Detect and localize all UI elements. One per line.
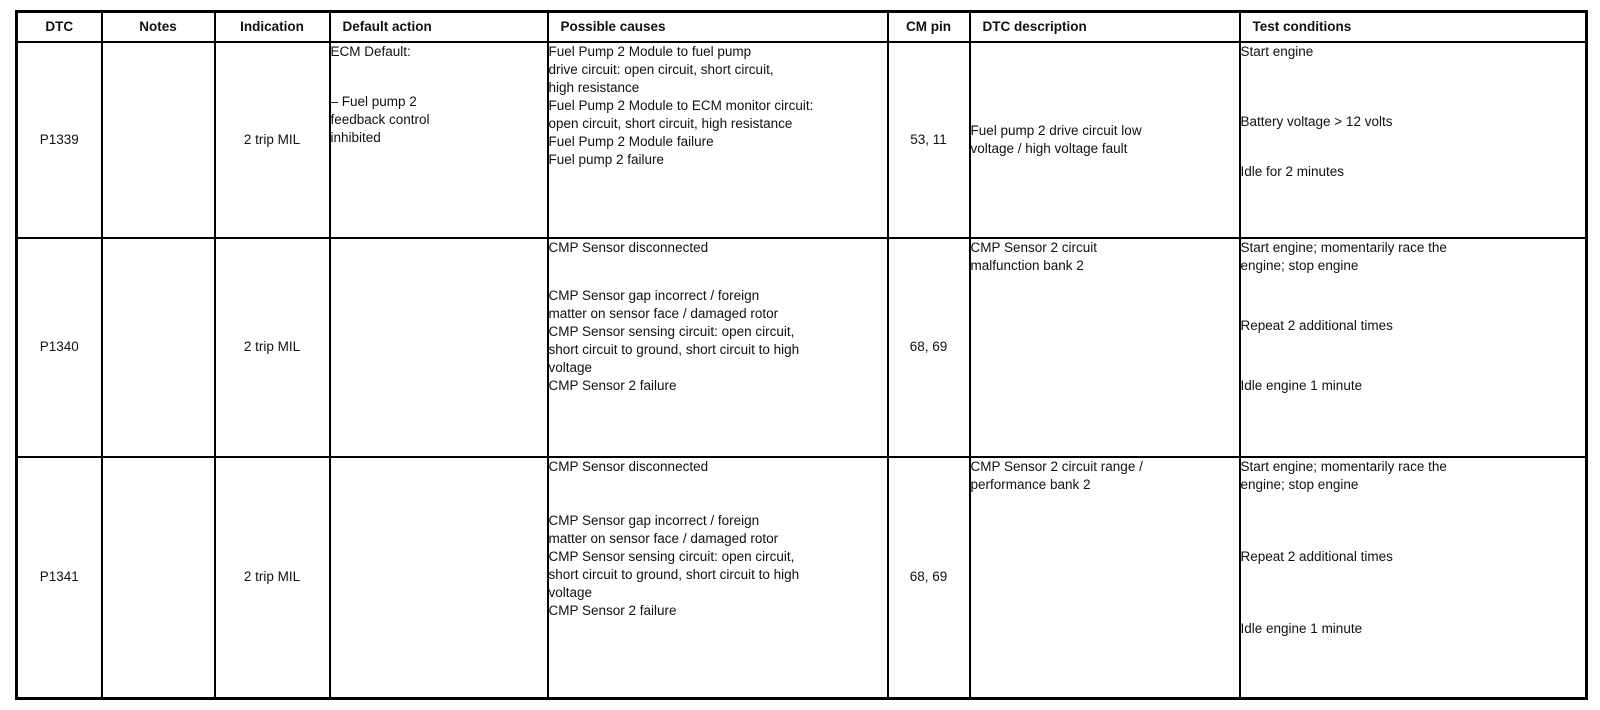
possible-cause: CMP Sensor 2 failure <box>548 602 677 618</box>
test-condition: Idle for 2 minutes <box>1240 163 1345 179</box>
dtc-description-text: CMP Sensor 2 circuit range / performance… <box>970 458 1143 492</box>
cell-notes <box>100 40 216 239</box>
cell-test-conditions: Start engine; momentarily race the engin… <box>1238 455 1588 700</box>
cell-notes <box>100 236 216 458</box>
table-row-p1340: P1340 2 trip MIL CMP Sensor disconnected… <box>15 236 1588 458</box>
possible-cause: CMP Sensor 2 failure <box>548 377 677 393</box>
column-header-default-action: Default action <box>328 10 549 43</box>
cell-possible-causes: CMP Sensor disconnected CMP Sensor gap i… <box>546 236 889 458</box>
cell-cm-pin: 53, 11 <box>886 40 971 239</box>
test-condition: Repeat 2 additional times <box>1240 317 1393 333</box>
possible-cause: CMP Sensor sensing circuit: open circuit… <box>548 548 800 600</box>
cell-cm-pin: 68, 69 <box>886 455 971 700</box>
cell-indication: 2 trip MIL <box>213 455 331 700</box>
test-condition: Battery voltage > 12 volts <box>1240 113 1393 129</box>
cell-dtc: P1339 <box>15 40 103 239</box>
cell-dtc: P1341 <box>15 455 103 700</box>
test-condition: Start engine; momentarily race the engin… <box>1240 458 1447 492</box>
possible-cause: Fuel pump 2 failure <box>548 151 665 167</box>
cell-possible-causes: Fuel Pump 2 Module to fuel pump drive ci… <box>546 40 889 239</box>
dtc-description-text: Fuel pump 2 drive circuit low voltage / … <box>970 122 1142 156</box>
cell-test-conditions: Start engine; momentarily race the engin… <box>1238 236 1588 458</box>
test-condition: Start engine <box>1240 43 1314 59</box>
column-header-indication: Indication <box>213 10 331 43</box>
cell-notes <box>100 455 216 700</box>
cell-dtc: P1340 <box>15 236 103 458</box>
possible-cause: CMP Sensor disconnected <box>548 458 709 474</box>
cell-dtc-description: CMP Sensor 2 circuit malfunction bank 2 <box>968 236 1241 458</box>
possible-cause: Fuel Pump 2 Module failure <box>548 133 714 149</box>
possible-cause: CMP Sensor disconnected <box>548 239 709 255</box>
test-condition: Repeat 2 additional times <box>1240 548 1393 564</box>
cell-possible-causes: CMP Sensor disconnected CMP Sensor gap i… <box>546 455 889 700</box>
default-action-line: ECM Default: <box>330 43 411 59</box>
possible-cause: Fuel Pump 2 Module to fuel pump drive ci… <box>548 43 774 95</box>
cell-test-conditions: Start engine Battery voltage > 12 volts … <box>1238 40 1588 239</box>
cell-default-action <box>328 236 549 458</box>
test-condition: Idle engine 1 minute <box>1240 377 1363 393</box>
cell-cm-pin: 68, 69 <box>886 236 971 458</box>
column-header-dtc: DTC <box>15 10 103 43</box>
possible-cause: Fuel Pump 2 Module to ECM monitor circui… <box>548 97 814 131</box>
column-header-dtc-description: DTC description <box>968 10 1241 43</box>
table-row-p1341: P1341 2 trip MIL CMP Sensor disconnected… <box>15 455 1588 700</box>
cell-dtc-description: CMP Sensor 2 circuit range / performance… <box>968 455 1241 700</box>
column-header-notes: Notes <box>100 10 216 43</box>
default-action-line: – Fuel pump 2 feedback control inhibited <box>330 93 430 145</box>
table-row-p1339: P1339 2 trip MIL ECM Default: – Fuel pum… <box>15 40 1588 239</box>
cell-indication: 2 trip MIL <box>213 236 331 458</box>
column-header-cm-pin: CM pin <box>886 10 971 43</box>
dtc-table: DTC Notes Indication Default action Poss… <box>15 10 1588 700</box>
possible-cause: CMP Sensor gap incorrect / foreign matte… <box>548 512 779 546</box>
test-condition: Idle engine 1 minute <box>1240 620 1363 636</box>
test-condition: Start engine; momentarily race the engin… <box>1240 239 1447 273</box>
cell-default-action <box>328 455 549 700</box>
possible-cause: CMP Sensor sensing circuit: open circuit… <box>548 323 800 375</box>
column-header-possible-causes: Possible causes <box>546 10 889 43</box>
cell-dtc-description: Fuel pump 2 drive circuit low voltage / … <box>968 40 1241 239</box>
header-row: DTC Notes Indication Default action Poss… <box>15 10 1588 43</box>
cell-indication: 2 trip MIL <box>213 40 331 239</box>
possible-cause: CMP Sensor gap incorrect / foreign matte… <box>548 287 779 321</box>
column-header-test-conditions: Test conditions <box>1238 10 1588 43</box>
dtc-description-text: CMP Sensor 2 circuit malfunction bank 2 <box>970 239 1098 273</box>
cell-default-action: ECM Default: – Fuel pump 2 feedback cont… <box>328 40 549 239</box>
